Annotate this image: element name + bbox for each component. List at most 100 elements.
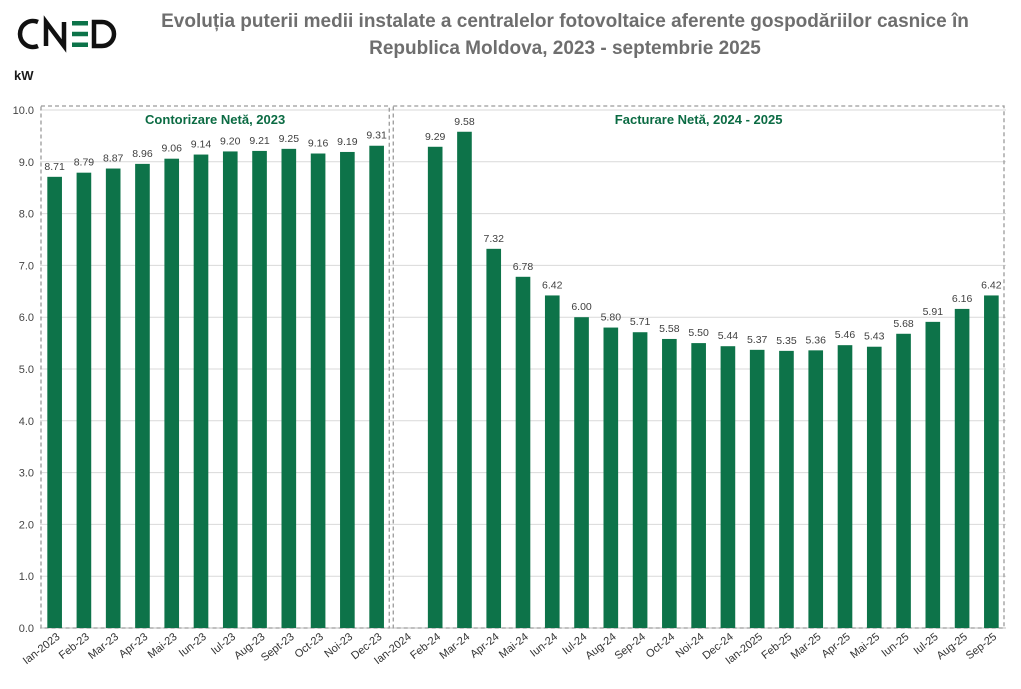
bar-value-label: 5.46 bbox=[835, 329, 856, 341]
bar-value-label: 9.16 bbox=[308, 138, 329, 150]
bar bbox=[252, 150, 267, 628]
x-tick-label: Sep-24 bbox=[613, 631, 648, 662]
bar-value-label: 6.16 bbox=[952, 293, 973, 305]
x-tick-label: Sept-23 bbox=[259, 631, 297, 664]
bar-value-label: 5.44 bbox=[718, 330, 739, 342]
bar-value-label: 9.25 bbox=[279, 133, 300, 145]
bar-value-label: 7.32 bbox=[484, 233, 505, 245]
bar bbox=[222, 151, 238, 628]
x-tick-label: Feb-24 bbox=[408, 631, 443, 662]
bar-value-label: 6.42 bbox=[981, 279, 1002, 291]
bar bbox=[662, 338, 677, 628]
x-tick-label: Oct-24 bbox=[644, 631, 677, 661]
bar bbox=[866, 346, 882, 628]
x-tick-label: Iun-25 bbox=[879, 631, 911, 660]
bar-value-label: 5.37 bbox=[747, 334, 768, 346]
y-tick-label: 8.0 bbox=[19, 209, 34, 221]
bar bbox=[603, 327, 619, 628]
y-tick-label: 10.0 bbox=[13, 105, 34, 117]
x-tick-label: Noi-23 bbox=[322, 631, 355, 660]
bar-value-label: 5.71 bbox=[630, 316, 651, 328]
section-label: Contorizare Netă, 2023 bbox=[145, 112, 285, 127]
y-tick-label: 3.0 bbox=[19, 468, 34, 480]
x-tick-label: Iun-23 bbox=[177, 631, 209, 660]
chart-title-line1: Evoluția puterii medii instalate a centr… bbox=[161, 11, 969, 32]
bar bbox=[925, 321, 941, 628]
section-box bbox=[40, 105, 390, 629]
bar bbox=[310, 153, 326, 628]
bar-value-label: 5.80 bbox=[601, 312, 622, 324]
x-tick-label: Mar-23 bbox=[86, 631, 121, 662]
x-tick-label: Oct-23 bbox=[293, 631, 326, 661]
bar bbox=[486, 248, 502, 628]
bar-value-label: 8.87 bbox=[103, 153, 124, 165]
bar-value-label: 6.78 bbox=[513, 261, 534, 273]
bar bbox=[135, 163, 150, 628]
y-tick-label: 4.0 bbox=[19, 416, 34, 428]
bar bbox=[457, 131, 472, 629]
chart-header: Evoluția puterii medii instalate a centr… bbox=[0, 0, 1021, 70]
x-tick-label: Feb-25 bbox=[759, 631, 794, 662]
x-tick-label: Apr-23 bbox=[117, 631, 150, 661]
x-tick-label: Apr-24 bbox=[468, 631, 501, 661]
bar bbox=[427, 146, 443, 628]
bar-value-label: 5.91 bbox=[923, 306, 944, 318]
x-tick-label: Mar-24 bbox=[437, 631, 472, 662]
bar-value-label: 5.35 bbox=[776, 335, 797, 347]
x-tick-label: Noi-24 bbox=[674, 631, 707, 660]
bar bbox=[164, 158, 180, 628]
bar-value-label: 9.06 bbox=[162, 143, 183, 155]
bar bbox=[984, 295, 999, 628]
bar-value-label: 6.42 bbox=[542, 279, 563, 291]
bar-value-label: 9.58 bbox=[454, 116, 475, 128]
bar bbox=[779, 350, 794, 628]
bar bbox=[749, 349, 765, 628]
bar bbox=[720, 346, 736, 628]
bar bbox=[691, 343, 706, 628]
bar-value-label: 5.50 bbox=[688, 327, 709, 339]
y-tick-label: 0.0 bbox=[19, 623, 34, 635]
bar-value-label: 9.21 bbox=[249, 135, 270, 147]
bar bbox=[954, 308, 970, 628]
y-axis-unit-label: kW bbox=[14, 68, 34, 83]
value-labels: 8.71 8.79 8.87 8.96 9.06 9.14 9.20 9.21 9.25 9.16… bbox=[44, 116, 1001, 347]
y-tick-label: 9.0 bbox=[19, 157, 34, 169]
x-tick-label: Apr-25 bbox=[819, 631, 852, 661]
x-tick-label: Sep-25 bbox=[964, 631, 999, 662]
x-tick-label: Ian-2023 bbox=[21, 631, 63, 667]
x-tick-label: Mai-24 bbox=[497, 631, 531, 661]
bar-value-label: 8.71 bbox=[44, 161, 65, 173]
bars bbox=[47, 131, 999, 629]
bar bbox=[574, 317, 589, 628]
x-tick-label: Aug-24 bbox=[583, 631, 618, 662]
bar bbox=[808, 350, 824, 628]
bar-value-label: 9.29 bbox=[425, 131, 446, 143]
bar bbox=[105, 168, 121, 628]
bar bbox=[340, 151, 355, 628]
bar bbox=[632, 332, 648, 628]
chart-title-line2: Republica Moldova, 2023 - septembrie 202… bbox=[369, 38, 761, 59]
bar-value-label: 5.36 bbox=[806, 334, 827, 346]
y-tick-label: 2.0 bbox=[19, 519, 34, 531]
bar-value-label: 9.20 bbox=[220, 135, 241, 147]
bar bbox=[896, 333, 911, 628]
x-tick-label: Aug-25 bbox=[935, 631, 970, 662]
y-tick-label: 5.0 bbox=[19, 364, 34, 376]
y-axis-ticks: 0.0 1.0 2.0 3.0 4.0 5.0 6.0 7.0 8.0 9.0 10.0 bbox=[13, 105, 34, 635]
bar bbox=[837, 345, 853, 628]
y-tick-label: 6.0 bbox=[19, 312, 34, 324]
bar-value-label: 8.79 bbox=[74, 157, 95, 169]
x-tick-label: Feb-23 bbox=[57, 631, 92, 662]
bar-value-label: 5.58 bbox=[659, 323, 680, 335]
bar bbox=[47, 176, 62, 628]
section-boxes: Contorizare Netă, 2023 Facturare Netă, 20… bbox=[40, 105, 1005, 629]
bar bbox=[369, 145, 384, 628]
bar bbox=[515, 276, 531, 628]
x-tick-label: Mai-25 bbox=[848, 631, 882, 661]
y-tick-label: 1.0 bbox=[19, 571, 34, 583]
bar-value-label: 5.68 bbox=[893, 318, 914, 330]
bar-value-label: 9.19 bbox=[337, 136, 358, 148]
bar bbox=[193, 154, 209, 628]
chart-title: Evoluția puterii medii instalate a centr… bbox=[130, 8, 1000, 62]
